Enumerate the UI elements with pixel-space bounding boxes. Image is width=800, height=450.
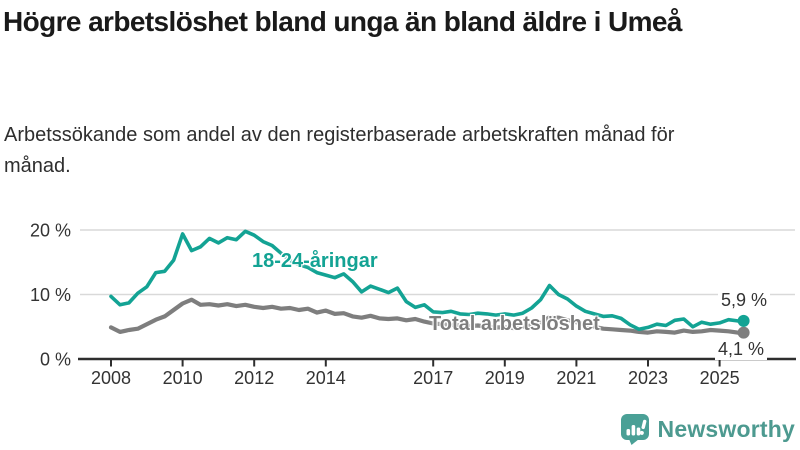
newsworthy-brand-text: Newsworthy [657, 416, 795, 442]
x-axis-tick-label: 2023 [628, 368, 668, 388]
x-axis-tick-label: 2021 [556, 368, 596, 388]
x-axis-tick-label: 2014 [306, 368, 346, 388]
x-axis-tick-label: 2017 [413, 368, 453, 388]
total-series-end-dot [737, 326, 750, 339]
x-axis-tick-label: 2010 [163, 368, 203, 388]
total-end-value-label: 4,1 % [714, 339, 767, 360]
y-axis-tick-label: 20 % [30, 221, 71, 241]
total-series-line [108, 297, 746, 335]
youth-series-line [109, 229, 746, 332]
series-end-dots [737, 314, 750, 339]
y-axis-tick-label: 0 % [40, 350, 71, 370]
newsworthy-logo[interactable]: Newsworthy [620, 413, 795, 446]
chart-subtitle: Arbetssökande som andel av den registerb… [4, 124, 675, 177]
x-axis-tick-label: 2019 [485, 368, 525, 388]
youth-series-label: 18-24-åringar [252, 250, 378, 272]
gridlines [80, 229, 795, 296]
x-axis-tick-label: 2012 [234, 368, 274, 388]
total-series-label: Total arbetslöshet [429, 313, 600, 335]
y-axis-tick-label: 10 % [30, 285, 71, 305]
newsworthy-logo-icon [620, 414, 649, 445]
axis-labels: 0 % 10 % 20 % 2008 2010 2012 2014 2017 2019 2021 2… [30, 221, 740, 389]
x-axis-tick-label: 2025 [700, 368, 740, 388]
youth-series-end-dot [737, 314, 750, 327]
page-title: Högre arbetslöshet bland unga än bland ä… [3, 6, 682, 37]
x-axis-tick-label: 2008 [91, 368, 131, 388]
youth-end-value-label: 5,9 % [717, 290, 770, 311]
